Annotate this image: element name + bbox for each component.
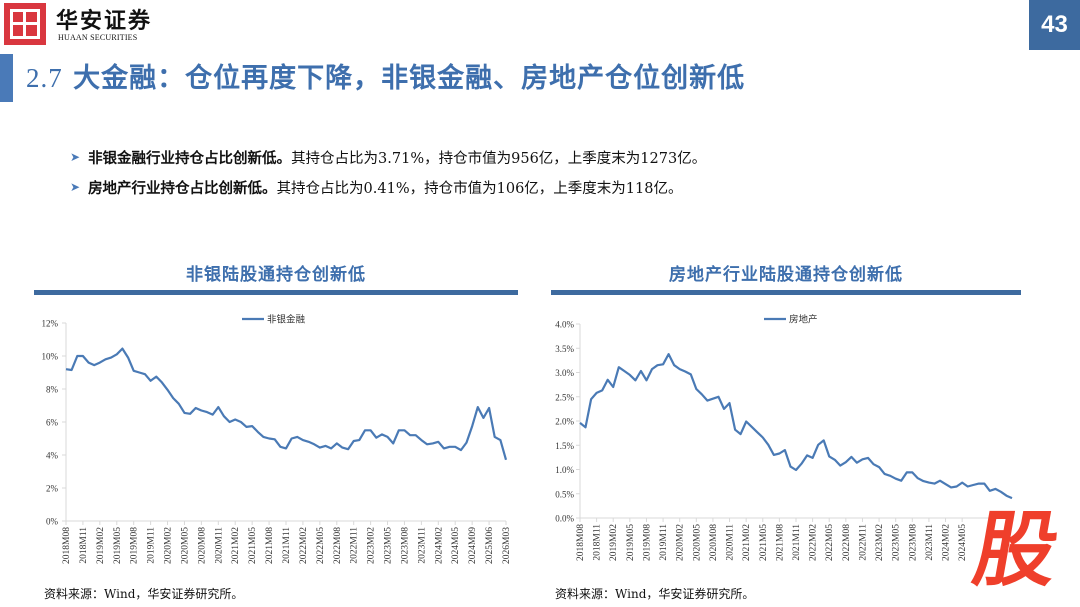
huaan-logo-icon — [4, 3, 46, 45]
x-tick-label: 2018M11 — [79, 527, 89, 564]
left-chart-source: 资料来源：Wind，华安证券研究所。 — [44, 587, 244, 601]
x-tick-label: 2024M02 — [942, 524, 952, 561]
brand-name-en: HUAAN SECURITIES — [58, 33, 138, 42]
y-tick-label: 3.5% — [555, 344, 574, 354]
y-tick-label: 8% — [46, 385, 59, 395]
x-tick-label: 2022M08 — [842, 524, 852, 561]
x-tick-label: 2022M02 — [809, 524, 819, 561]
x-tick-label: 2018M08 — [62, 527, 72, 564]
brand-name-cn: 华安证券 — [56, 8, 153, 34]
x-tick-label: 2022M11 — [350, 527, 360, 564]
x-tick-label: 2024M05 — [451, 527, 461, 564]
y-tick-label: 2% — [46, 484, 59, 494]
x-tick-label: 2020M02 — [676, 524, 686, 561]
series-line — [65, 347, 508, 461]
x-tick-label: 2019M08 — [130, 527, 140, 564]
x-tick-label: 2021M08 — [265, 527, 275, 564]
y-tick-label: 10% — [42, 352, 59, 362]
bullet-strong: 房地产行业持仓占比创新低。 — [88, 179, 277, 197]
bullet-text: 其持仓占比为3.71%，持仓市值为956亿，上季度末为1273亿。 — [291, 150, 707, 167]
x-tick-label: 2018M11 — [593, 524, 603, 561]
y-tick-label: 2.0% — [555, 417, 574, 427]
x-tick-label: 2023M08 — [908, 524, 918, 561]
x-tick-label: 2020M08 — [197, 527, 207, 564]
x-tick-label: 2021M05 — [759, 524, 769, 561]
x-tick-label: 2024M09 — [468, 527, 478, 564]
watermark-logo: 股 — [966, 503, 1066, 598]
x-tick-label: 2022M08 — [333, 527, 343, 564]
y-tick-label: 4.0% — [555, 320, 574, 330]
y-tick-label: 0.5% — [555, 489, 574, 499]
y-tick-label: 0% — [46, 517, 59, 527]
x-tick-label: 2022M02 — [299, 527, 309, 564]
x-tick-label: 2018M08 — [576, 524, 586, 561]
right-chart-title-bar — [551, 290, 1021, 295]
bullet-strong: 非银金融行业持仓占比创新低。 — [88, 149, 292, 167]
y-tick-label: 1.5% — [555, 441, 574, 451]
right-line-chart: 0.0% 0.5% 1.0% 1.5% 2.0% 2.5% 3.0% 3.5% 4.0% 2018… — [555, 314, 1013, 561]
y-tick-label: 1.0% — [555, 465, 574, 475]
legend-label: 非银金融 — [267, 314, 306, 326]
right-chart-source: 资料来源：Wind，华安证券研究所。 — [555, 587, 755, 601]
x-tick-label: 2019M02 — [609, 524, 619, 561]
x-tick-label: 2023M08 — [400, 527, 410, 564]
x-tick-label: 2023M02 — [367, 527, 377, 564]
bullet-item: ➤ 房地产行业持仓占比创新低。 其持仓占比为0.41%，持仓市值为106亿，上季… — [70, 172, 706, 202]
y-tick-label: 4% — [46, 451, 59, 461]
page-title: 2.7 大金融：仓位再度下降，非银金融、房地产仓位创新低 — [26, 56, 745, 95]
series-line — [579, 352, 1013, 500]
x-tick-label: 2026M03 — [502, 527, 512, 564]
x-tick-label: 2020M05 — [692, 524, 702, 561]
x-tick-label: 2019M11 — [147, 527, 157, 564]
x-tick-label: 2020M11 — [214, 527, 224, 564]
x-tick-label: 2021M11 — [282, 527, 292, 564]
bullet-text: 其持仓占比为0.41%，持仓市值为106亿，上季度末为118亿。 — [276, 180, 683, 197]
y-tick-label: 3.0% — [555, 368, 574, 378]
x-tick-label: 2021M02 — [231, 527, 241, 564]
x-tick-label: 2019M11 — [659, 524, 669, 561]
section-number: 2.7 — [26, 63, 63, 93]
x-tick-label: 2023M02 — [875, 524, 885, 561]
x-tick-label: 2020M02 — [164, 527, 174, 564]
x-tick-label: 2023M11 — [925, 524, 935, 561]
x-tick-label: 2023M05 — [892, 524, 902, 561]
x-tick-label: 2021M11 — [792, 524, 802, 561]
x-tick-label: 2020M08 — [709, 524, 719, 561]
x-tick-label: 2022M05 — [316, 527, 326, 564]
left-chart-title-bar — [34, 290, 518, 295]
y-tick-label: 2.5% — [555, 392, 574, 402]
x-tick-label: 2023M05 — [384, 527, 394, 564]
x-tick-label: 2020M11 — [726, 524, 736, 561]
x-tick-label: 2025M06 — [485, 527, 495, 564]
x-tick-label: 2021M05 — [248, 527, 258, 564]
x-tick-label: 2020M05 — [180, 527, 190, 564]
x-tick-label: 2021M08 — [775, 524, 785, 561]
x-tick-label: 2022M11 — [858, 524, 868, 561]
y-tick-label: 6% — [46, 418, 59, 428]
x-tick-label: 2023M11 — [417, 527, 427, 564]
x-tick-label: 2022M05 — [825, 524, 835, 561]
x-tick-label: 2019M08 — [642, 524, 652, 561]
left-line-chart: 0% 2% 4% 6% 8% 10% 12% 2018M08 2018M11 2019M02 201… — [42, 314, 513, 564]
x-tick-label: 2019M05 — [626, 524, 636, 561]
x-tick-label: 2021M02 — [742, 524, 752, 561]
x-tick-label: 2024M02 — [434, 527, 444, 564]
y-tick-label: 12% — [42, 319, 59, 329]
page-number: 43 — [1029, 0, 1080, 50]
title-accent-bar — [0, 54, 13, 102]
x-tick-label: 2024M05 — [958, 524, 968, 561]
right-chart-title: 房地产行业陆股通持仓创新低 — [669, 265, 903, 285]
left-chart-title: 非银陆股通持仓创新低 — [186, 265, 366, 285]
x-tick-label: 2019M05 — [113, 527, 123, 564]
bullet-list: ➤ 非银金融行业持仓占比创新低。 其持仓占比为3.71%，持仓市值为956亿，上… — [70, 142, 706, 202]
bullet-item: ➤ 非银金融行业持仓占比创新低。 其持仓占比为3.71%，持仓市值为956亿，上… — [70, 142, 706, 172]
title-text: 大金融：仓位再度下降，非银金融、房地产仓位创新低 — [62, 63, 746, 94]
x-tick-label: 2019M02 — [96, 527, 106, 564]
arrow-bullet-icon: ➤ — [70, 150, 81, 164]
arrow-bullet-icon: ➤ — [70, 180, 81, 194]
legend-label: 房地产 — [789, 314, 818, 326]
y-tick-label: 0.0% — [555, 514, 574, 524]
